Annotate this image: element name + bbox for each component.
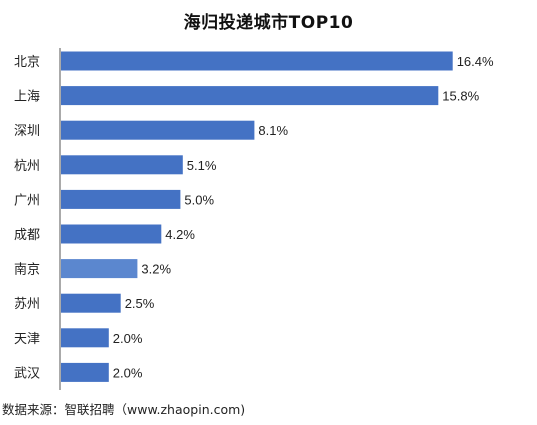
category-label-2: 深圳 (14, 124, 40, 139)
bar-9 (61, 362, 109, 382)
value-label-5: 4.2% (165, 227, 195, 242)
bar-8 (61, 328, 109, 348)
value-label-8: 2.0% (113, 331, 143, 346)
source-note: 数据来源：智联招聘（www.zhaopin.com) (2, 402, 246, 417)
value-label-3: 5.1% (187, 158, 217, 173)
value-label-6: 3.2% (141, 262, 171, 277)
bar-4 (61, 189, 181, 209)
value-label-9: 2.0% (113, 365, 143, 380)
category-label-8: 天津 (14, 332, 40, 347)
category-label-0: 北京 (14, 55, 40, 70)
bar-7 (61, 293, 121, 313)
category-label-6: 南京 (14, 262, 40, 278)
value-label-0: 16.4% (457, 54, 494, 69)
bar-6 (61, 259, 138, 279)
category-label-1: 上海 (14, 90, 40, 105)
bar-3 (61, 155, 183, 175)
value-label-4: 5.0% (184, 192, 214, 207)
bar-2 (61, 120, 255, 140)
category-label-9: 武汉 (14, 366, 40, 381)
bar-1 (61, 86, 439, 106)
bar-0 (61, 51, 453, 71)
bars-layer: 北京 16.4% 上海 15.8% 深圳 8.1% 杭州 5.1% 广州 5.0% 成都 4.2% 南京… (14, 51, 494, 382)
category-label-5: 成都 (14, 228, 40, 243)
bar-5 (61, 224, 162, 244)
chart-title: 海归投递城市TOP10 (183, 13, 354, 33)
value-label-2: 8.1% (258, 123, 288, 138)
category-label-4: 广州 (14, 193, 40, 208)
value-label-1: 15.8% (442, 89, 479, 104)
category-label-3: 杭州 (14, 159, 40, 174)
value-label-7: 2.5% (125, 296, 155, 311)
category-label-7: 苏州 (14, 296, 40, 312)
